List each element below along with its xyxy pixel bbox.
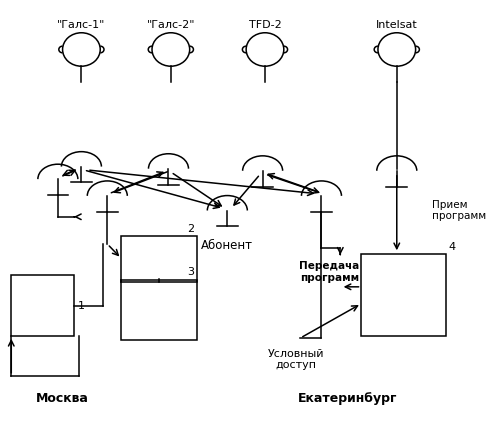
Text: "Галс-1": "Галс-1" [57,20,105,30]
Bar [121,236,197,282]
Bar [11,275,74,336]
Bar [361,254,446,336]
Text: TFD-2: TFD-2 [248,20,281,30]
Text: "Галс-2": "Галс-2" [147,20,195,30]
Text: 2: 2 [187,224,195,234]
Text: Условный
доступ: Условный доступ [267,349,324,370]
Text: Москва: Москва [36,392,89,405]
Text: 4: 4 [448,242,456,252]
Text: 3: 3 [188,267,195,277]
Text: Передача
программ: Передача программ [299,261,359,283]
Bar [121,280,197,340]
Text: Екатеринбург: Екатеринбург [297,392,397,405]
Text: Абонент: Абонент [201,239,253,252]
Text: Intelsat: Intelsat [376,20,418,30]
Text: Прием
программ: Прием программ [432,200,486,221]
Text: 1: 1 [78,301,85,311]
